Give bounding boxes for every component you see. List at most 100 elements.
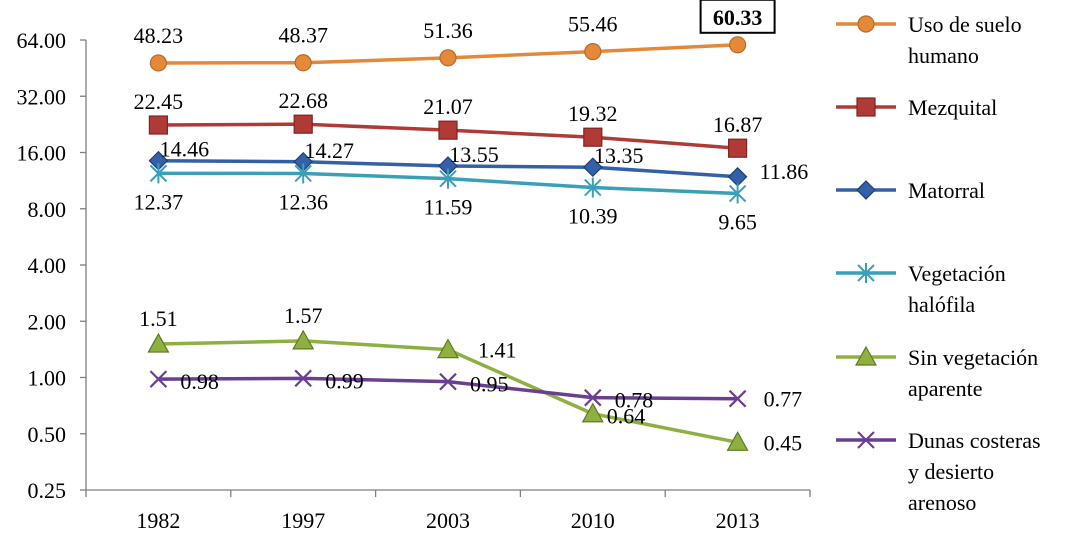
y-tick-label: 32.00 bbox=[17, 84, 67, 109]
marker-shape bbox=[728, 389, 747, 408]
marker-shape bbox=[148, 115, 168, 135]
x-tick-label: 1997 bbox=[281, 508, 325, 533]
x-tick-label: 2003 bbox=[426, 508, 470, 533]
x-tick-label: 2013 bbox=[716, 508, 760, 533]
marker-shape bbox=[727, 166, 748, 187]
series-1-point bbox=[149, 54, 167, 72]
legend-marker bbox=[857, 15, 875, 33]
data-label: 1.51 bbox=[139, 306, 178, 331]
marker-shape bbox=[581, 402, 604, 423]
data-label: 48.23 bbox=[134, 23, 184, 48]
legend-label: Matorral bbox=[908, 178, 985, 203]
marker-shape bbox=[147, 332, 170, 353]
series-5-point bbox=[581, 402, 604, 423]
legend-label: y desierto bbox=[908, 459, 994, 484]
series-2-point bbox=[293, 114, 313, 134]
marker-shape bbox=[857, 15, 875, 33]
y-tick-label: 0.50 bbox=[28, 422, 67, 447]
data-label: 19.32 bbox=[568, 101, 618, 126]
series-1-point bbox=[439, 49, 457, 67]
legend-marker bbox=[857, 431, 875, 449]
marker-shape bbox=[292, 329, 315, 350]
data-label: 12.37 bbox=[134, 189, 184, 214]
data-label: 22.68 bbox=[278, 88, 328, 113]
series-5-point bbox=[436, 338, 460, 359]
y-tick-label: 0.25 bbox=[28, 478, 67, 503]
series-5-point bbox=[292, 329, 315, 350]
legend-label: arenoso bbox=[908, 490, 976, 515]
legend-label: Uso de suelo bbox=[908, 12, 1022, 37]
series-4-point bbox=[584, 177, 602, 198]
data-label: 9.65 bbox=[718, 210, 757, 235]
marker-shape bbox=[438, 120, 458, 140]
y-tick-label: 16.00 bbox=[17, 141, 67, 166]
y-tick-label: 2.00 bbox=[28, 309, 67, 334]
series-5-point bbox=[147, 332, 170, 353]
data-label: 13.55 bbox=[449, 142, 499, 167]
marker-shape bbox=[582, 157, 603, 178]
marker-shape bbox=[293, 114, 313, 134]
marker-shape bbox=[436, 338, 460, 359]
legend-label: Vegetación bbox=[908, 261, 1006, 286]
marker-shape bbox=[727, 138, 748, 158]
y-tick-label: 1.00 bbox=[28, 366, 67, 391]
marker-shape bbox=[854, 345, 878, 366]
series-2-point bbox=[727, 138, 748, 158]
marker-shape bbox=[439, 372, 457, 391]
series-6-point bbox=[439, 372, 457, 391]
x-tick-label: 1982 bbox=[136, 508, 180, 533]
marker-shape bbox=[856, 97, 876, 117]
series-2-point bbox=[148, 115, 168, 135]
marker-shape bbox=[583, 127, 603, 147]
legend-marker bbox=[856, 180, 876, 200]
marker-shape bbox=[728, 36, 747, 54]
y-tick-label: 4.00 bbox=[28, 253, 67, 278]
marker-shape bbox=[294, 54, 312, 72]
legend-label: Dunas costeras bbox=[908, 428, 1041, 453]
series-1-point bbox=[728, 36, 747, 54]
marker-shape bbox=[856, 180, 876, 200]
data-label: 0.99 bbox=[325, 368, 364, 393]
legend-label: aparente bbox=[908, 376, 983, 401]
marker-shape bbox=[149, 54, 167, 72]
data-label: 1.57 bbox=[284, 303, 323, 328]
data-label: 10.39 bbox=[568, 204, 618, 229]
legend-label: humano bbox=[908, 43, 979, 68]
legend-label: Mezquital bbox=[908, 95, 997, 120]
marker-shape bbox=[584, 43, 602, 61]
series-1-point bbox=[584, 43, 602, 61]
series-1-point bbox=[294, 54, 312, 72]
series-3-point bbox=[582, 157, 603, 178]
marker-shape bbox=[149, 370, 168, 388]
data-label: 14.27 bbox=[304, 138, 354, 163]
highlight-box bbox=[699, 0, 776, 34]
data-label: 1.41 bbox=[478, 338, 517, 363]
data-label: 0.64 bbox=[607, 404, 646, 429]
marker-shape bbox=[857, 431, 875, 449]
data-label: 11.59 bbox=[424, 195, 473, 220]
marker-shape bbox=[439, 49, 457, 67]
data-label: 0.78 bbox=[615, 388, 654, 413]
series-2-point bbox=[583, 127, 603, 147]
marker-shape bbox=[726, 431, 749, 451]
legend-label: halófila bbox=[908, 292, 975, 317]
data-label: 12.36 bbox=[278, 189, 328, 214]
data-label: 22.45 bbox=[134, 89, 184, 114]
data-label: 48.37 bbox=[278, 23, 328, 48]
legend-label: Sin vegetación bbox=[908, 345, 1038, 370]
data-label: 11.86 bbox=[760, 159, 809, 184]
y-tick-label: 64.00 bbox=[17, 28, 67, 53]
data-label: 13.35 bbox=[594, 143, 644, 168]
legend-marker bbox=[854, 345, 878, 366]
x-tick-label: 2010 bbox=[571, 508, 615, 533]
y-tick-label: 8.00 bbox=[28, 197, 67, 222]
series-5-point bbox=[726, 431, 749, 451]
series-4-point bbox=[728, 183, 747, 204]
series-4-point bbox=[439, 168, 457, 189]
data-label: 14.46 bbox=[160, 137, 210, 162]
series-4-point bbox=[294, 163, 312, 184]
series-3-point bbox=[727, 166, 748, 187]
series-2-point bbox=[438, 120, 458, 140]
